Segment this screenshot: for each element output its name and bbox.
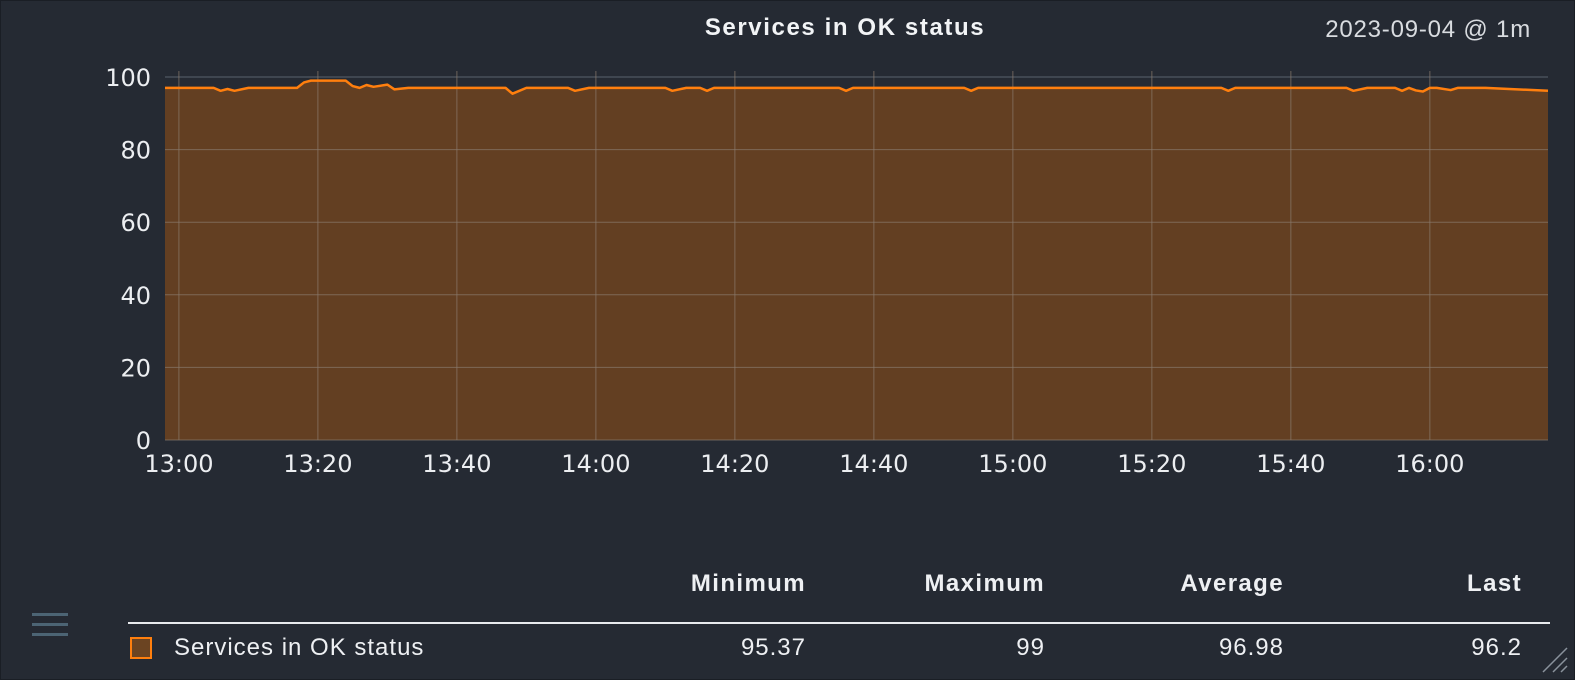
x-tick-label: 15:40 xyxy=(1256,450,1325,478)
legend-series-name: Services in OK status xyxy=(174,634,425,661)
y-tick-label: 100 xyxy=(105,64,151,92)
y-tick-label: 60 xyxy=(120,209,151,237)
x-tick-label: 15:00 xyxy=(978,450,1047,478)
x-tick-label: 15:20 xyxy=(1117,450,1186,478)
legend-col-last: Last xyxy=(1467,570,1522,597)
legend-col-maximum: Maximum xyxy=(924,570,1045,597)
legend-value-maximum: 99 xyxy=(1016,634,1045,661)
y-tick-label: 40 xyxy=(120,282,151,310)
x-tick-label: 13:40 xyxy=(422,450,491,478)
x-tick-label: 14:40 xyxy=(839,450,908,478)
y-tick-label: 80 xyxy=(120,137,151,165)
legend-header: Minimum Maximum Average Last xyxy=(128,568,1550,624)
x-tick-label: 14:00 xyxy=(561,450,630,478)
legend-row: Services in OK status 95.37 99 96.98 96.… xyxy=(128,624,1550,678)
graph-timestamp: 2023-09-04 @ 1m xyxy=(1325,16,1531,43)
x-tick-label: 16:00 xyxy=(1395,450,1464,478)
hamburger-menu-icon[interactable] xyxy=(32,613,68,643)
chart-plot[interactable]: 0 20 40 60 80 100 13:00 13:20 13:40 14:00 14:20 14:… xyxy=(0,0,1575,540)
x-tick-label: 13:20 xyxy=(283,450,352,478)
legend-col-minimum: Minimum xyxy=(690,570,806,597)
y-tick-label: 20 xyxy=(120,354,151,382)
legend-value-minimum: 95.37 xyxy=(740,634,806,661)
x-tick-label: 14:20 xyxy=(700,450,769,478)
series-line xyxy=(165,79,1549,95)
legend-value-average: 96.98 xyxy=(1218,634,1284,661)
series-area xyxy=(165,80,1548,440)
legend-value-last: 96.2 xyxy=(1471,634,1522,661)
graph-legend: Minimum Maximum Average Last Services in… xyxy=(128,568,1550,678)
series-color-swatch xyxy=(130,637,152,659)
x-tick-label: 13:00 xyxy=(144,450,213,478)
graph-title: Services in OK status xyxy=(704,14,986,41)
resize-handle-icon[interactable] xyxy=(1539,644,1569,674)
legend-col-average: Average xyxy=(1180,570,1284,597)
y-tick-label: 0 xyxy=(136,427,151,455)
